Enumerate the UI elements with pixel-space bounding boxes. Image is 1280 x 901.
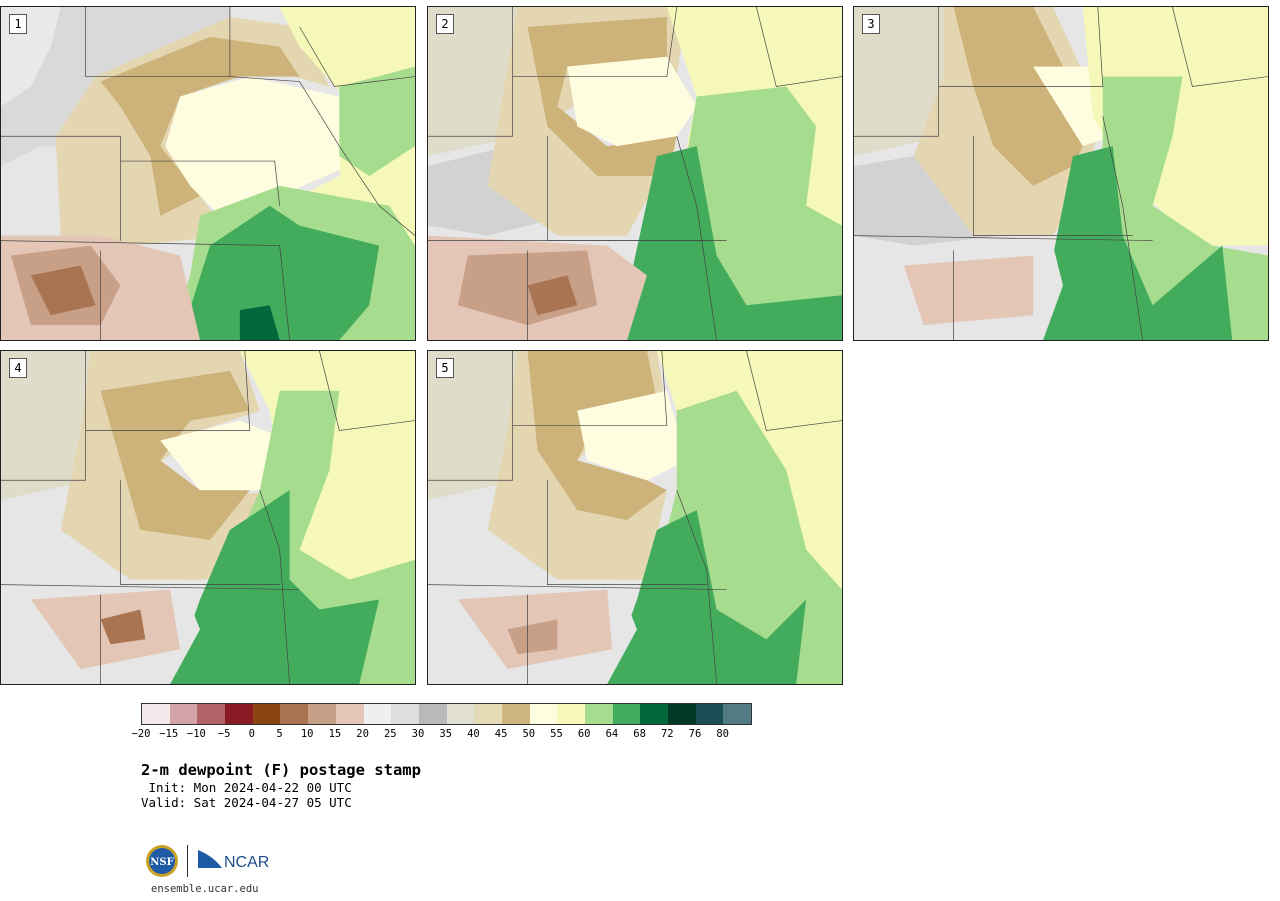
colorbar-tick-label: 68: [633, 728, 646, 740]
colorbar-tick-label: −10: [186, 728, 206, 740]
colorbar-tick-label: −20: [131, 728, 151, 740]
colorbar-swatch: [695, 704, 724, 724]
colorbar-swatch: [197, 704, 226, 724]
colorbar-tick-label: 64: [605, 728, 619, 740]
nsf-logo-text: NSF: [150, 857, 173, 868]
colorbar-tick-label: 76: [688, 728, 702, 740]
dewpoint-map-3: [854, 7, 1268, 340]
colorbar-tick-label: 20: [356, 728, 369, 740]
colorbar-swatch: [501, 704, 530, 724]
colorbar-swatch: [723, 704, 752, 724]
ensemble-member-panel-2: 2: [427, 6, 843, 341]
dewpoint-map-2: [428, 7, 842, 340]
ensemble-member-panel-4: 4: [0, 350, 416, 685]
colorbar-tick-label: 0: [248, 728, 255, 740]
colorbar-tick-label: 30: [411, 728, 425, 740]
colorbar-tick-label: 72: [660, 728, 674, 740]
panel-number-label: 3: [862, 14, 880, 34]
colorbar-swatch: [363, 704, 392, 724]
panel-number-label: 4: [9, 358, 27, 378]
colorbar-swatch: [391, 704, 419, 724]
colorbar-swatch: [142, 704, 170, 724]
colorbar-tick-label: −5: [217, 728, 231, 740]
colorbar-tick-label: −15: [159, 728, 179, 740]
colorbar-swatch: [640, 704, 669, 724]
colorbar-swatch: [308, 704, 336, 724]
logo-divider: [187, 845, 188, 877]
colorbar-tick-label: 40: [467, 728, 480, 740]
colorbar-swatch: [225, 704, 253, 724]
colorbar-swatch: [585, 704, 613, 724]
colorbar-swatch: [335, 704, 364, 724]
colorbar-swatch: [280, 704, 309, 724]
colorbar-swatch: [529, 704, 558, 724]
ncar-logo: NCAR: [198, 850, 269, 871]
website-text: ensemble.ucar.edu: [151, 883, 259, 895]
panel-number-label: 1: [9, 14, 27, 34]
colorbar-tick-label: 60: [577, 728, 591, 740]
colorbar-swatch: [557, 704, 585, 724]
ncar-logo-text: NCAR: [224, 854, 269, 871]
dewpoint-map-5: [428, 351, 842, 684]
colorbar-tick-label: 10: [300, 728, 314, 740]
dewpoint-map-1: [1, 7, 415, 340]
nsf-logo: NSF: [146, 845, 178, 877]
colorbar-swatch: [612, 704, 641, 724]
colorbar-tick-label: 45: [494, 728, 508, 740]
colorbar-swatch: [668, 704, 696, 724]
dewpoint-map-4: [1, 351, 415, 684]
colorbar-tick-label: 55: [550, 728, 563, 740]
ensemble-member-panel-1: 1: [0, 6, 416, 341]
colorbar-tick-labels: −20 −15 −10 −5 0 5 10 15 20 25 30 35 40 45 50 55 60 64 68 7…: [132, 728, 756, 742]
ensemble-member-panel-5: 5: [427, 350, 843, 685]
dewpoint-colorbar: [141, 703, 753, 725]
colorbar-tick-label: 15: [328, 728, 342, 740]
colorbar-swatch: [474, 704, 502, 724]
colorbar-tick-label: 50: [522, 728, 536, 740]
ensemble-member-panel-3: 3: [853, 6, 1269, 341]
colorbar-swatch: [252, 704, 281, 724]
panel-number-label: 5: [436, 358, 454, 378]
colorbar-tick-label: 5: [276, 728, 283, 740]
init-time: Init: Mon 2024-04-22 00 UTC: [141, 780, 352, 795]
colorbar-tick-label: 80: [716, 728, 730, 740]
panel-number-label: 2: [436, 14, 454, 34]
colorbar-swatch: [446, 704, 475, 724]
plot-title: 2-m dewpoint (F) postage stamp: [141, 761, 421, 779]
colorbar-swatch: [169, 704, 198, 724]
colorbar-tick-label: 25: [383, 728, 397, 740]
valid-time: Valid: Sat 2024-04-27 05 UTC: [141, 795, 352, 810]
colorbar-swatch: [418, 704, 447, 724]
colorbar-tick-label: 35: [439, 728, 453, 740]
